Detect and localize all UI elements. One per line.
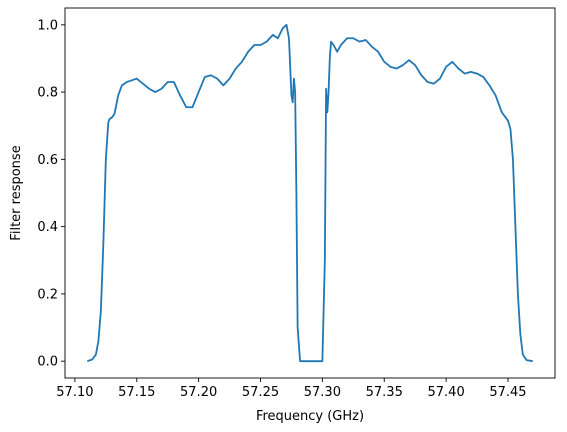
y-tick-label-4: 0.8 <box>37 86 58 101</box>
x-tick-label-1: 57.15 <box>118 385 155 400</box>
x-tick-label-0: 57.10 <box>56 385 93 400</box>
x-tick-label-3: 57.25 <box>242 385 279 400</box>
x-tick-label-2: 57.20 <box>180 385 217 400</box>
x-tick-label-6: 57.40 <box>428 385 465 400</box>
y-axis-label: Filter response <box>9 145 24 240</box>
y-tick-label-5: 1.0 <box>37 18 58 33</box>
y-tick-label-1: 0.2 <box>37 287 58 302</box>
y-tick-label-0: 0.0 <box>37 355 58 370</box>
x-axis-label: Frequency (GHz) <box>256 409 364 424</box>
series-line-0 <box>86 23 533 363</box>
axes-frame <box>64 7 556 379</box>
x-tick-label-4: 57.30 <box>304 385 341 400</box>
plot-area: 57.10 57.15 57.20 57.25 57.30 57.35 57.40 57.45… <box>37 7 556 400</box>
x-tick-label-7: 57.45 <box>489 385 526 400</box>
y-tick-label-2: 0.4 <box>37 220 58 235</box>
y-tick-label-3: 0.6 <box>37 153 58 168</box>
x-tick-label-5: 57.35 <box>366 385 403 400</box>
